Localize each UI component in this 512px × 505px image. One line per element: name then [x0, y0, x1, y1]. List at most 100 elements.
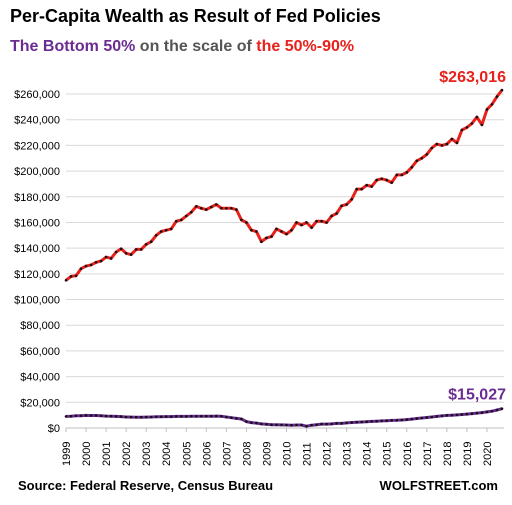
data-point	[430, 146, 434, 150]
data-point	[129, 415, 133, 419]
y-tick-label: $60,000	[20, 346, 60, 358]
data-point	[410, 165, 414, 169]
data-point	[465, 412, 469, 416]
data-point	[265, 423, 268, 426]
data-point	[310, 226, 313, 229]
data-point	[64, 279, 68, 282]
data-point	[320, 422, 323, 426]
data-point	[295, 221, 298, 224]
end-labels: $263,016 $15,027	[439, 69, 506, 404]
data-point	[435, 142, 439, 146]
data-point	[380, 419, 384, 423]
data-point	[235, 208, 238, 211]
data-point	[340, 422, 343, 425]
data-point	[220, 415, 223, 418]
data-point	[169, 415, 173, 418]
data-point	[380, 177, 384, 181]
data-point	[129, 253, 133, 256]
data-point	[260, 422, 263, 426]
data-point	[500, 88, 504, 92]
data-point	[185, 415, 188, 418]
data-point	[400, 173, 404, 177]
data-point	[215, 203, 218, 206]
data-point	[305, 424, 308, 428]
data-point	[79, 267, 83, 271]
series-line-0	[65, 89, 504, 282]
data-point	[109, 257, 113, 260]
data-point	[190, 210, 193, 214]
data-point	[480, 123, 484, 127]
data-point	[230, 416, 233, 420]
data-point	[89, 414, 93, 417]
x-tick-label: 2019	[462, 442, 474, 466]
data-point	[370, 420, 374, 423]
data-point	[265, 236, 268, 240]
data-point	[270, 423, 273, 427]
y-tick-label: $40,000	[20, 372, 60, 384]
subtitle-50-90: the 50%-90%	[256, 38, 355, 55]
data-point	[460, 413, 464, 416]
data-point	[405, 171, 409, 174]
y-tick-label: $260,000	[14, 89, 60, 101]
data-point	[205, 208, 208, 211]
data-point	[104, 414, 108, 418]
data-point	[225, 415, 228, 419]
data-point	[200, 207, 203, 210]
data-point	[455, 141, 459, 145]
y-tick-label: $160,000	[14, 217, 60, 229]
data-point	[220, 207, 223, 210]
data-point	[89, 263, 93, 267]
data-point	[315, 219, 318, 223]
data-point	[175, 415, 178, 418]
data-point	[390, 419, 394, 422]
data-point	[180, 415, 183, 418]
data-point	[395, 419, 399, 422]
data-point	[149, 240, 153, 243]
data-point	[355, 420, 359, 424]
data-point	[400, 418, 404, 422]
y-tick-label: $200,000	[14, 166, 60, 178]
data-point	[350, 198, 354, 201]
data-point	[250, 228, 253, 232]
data-point	[490, 103, 494, 106]
data-point	[260, 240, 263, 243]
data-point	[99, 259, 103, 263]
data-point	[440, 414, 444, 418]
data-point	[375, 419, 379, 423]
data-point	[325, 422, 328, 426]
data-point	[205, 414, 208, 418]
data-point	[495, 95, 499, 98]
data-point	[109, 414, 113, 418]
subtitle-connector: on the scale of	[139, 38, 252, 55]
data-point	[430, 415, 434, 419]
data-point	[215, 414, 218, 418]
data-point	[365, 420, 369, 424]
x-tick-label: 2011	[302, 442, 314, 466]
data-point	[164, 415, 168, 418]
end-value-label: $15,027	[448, 387, 506, 404]
chart-subtitle: The Bottom 50% on the scale of the 50%-9…	[10, 38, 354, 56]
x-tick-label: 2001	[101, 442, 113, 466]
data-point	[134, 415, 138, 419]
data-point	[99, 414, 103, 418]
data-point	[69, 414, 73, 418]
source-note: Source: Federal Reserve, Census Bureau	[18, 478, 274, 493]
series-line-1	[65, 407, 503, 428]
y-tick-label: $120,000	[14, 269, 60, 281]
y-axis: $0 $20,000 $40,000 $60,000 $80,000 $100,000 $1…	[14, 89, 60, 435]
data-point	[290, 228, 293, 232]
data-point	[200, 414, 203, 418]
data-point	[475, 411, 479, 415]
data-point	[465, 126, 469, 129]
data-point	[84, 414, 88, 417]
data-point	[495, 408, 499, 412]
data-point	[425, 416, 429, 419]
data-point	[169, 227, 173, 231]
data-point	[285, 232, 288, 236]
data-point	[335, 212, 338, 215]
x-tick-label: 2002	[121, 442, 133, 466]
data-point	[475, 115, 479, 119]
data-point	[210, 205, 213, 209]
data-point	[320, 219, 323, 223]
data-point	[395, 173, 399, 177]
